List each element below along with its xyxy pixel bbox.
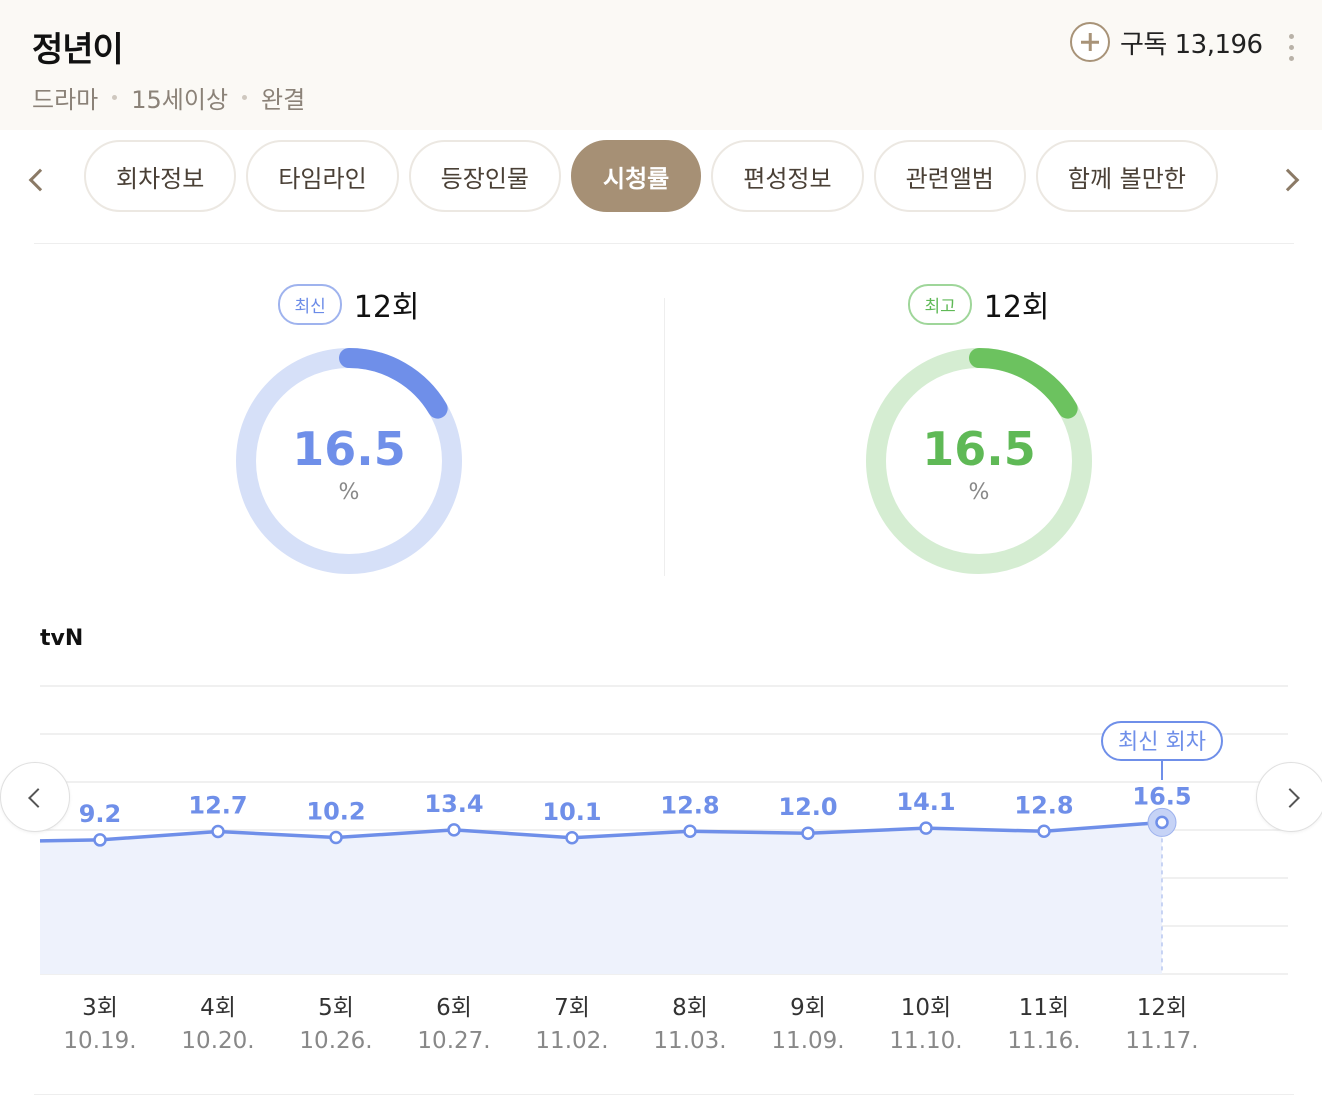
latest-callout-box bbox=[1101, 721, 1223, 761]
tab-item[interactable]: 함께 볼만한 bbox=[1035, 140, 1218, 212]
status-label: 완결 bbox=[261, 86, 306, 114]
x-tick-episode: 6회 bbox=[436, 995, 472, 1021]
best-rating-unit: % bbox=[968, 480, 990, 505]
data-point bbox=[211, 824, 225, 839]
x-tick-date: 11.10. bbox=[889, 1028, 962, 1054]
age-rating-label: 15세이상 bbox=[131, 86, 229, 114]
data-label: 12.8 bbox=[660, 791, 719, 819]
ring-progress bbox=[969, 348, 1078, 419]
latest-rating-value: 16.5 bbox=[292, 422, 406, 476]
x-tick-episode: 3회 bbox=[82, 995, 118, 1021]
ratings-line-chart: 최신 회차 9.2 3회 10.19. 12.7 4회 10.20. 10.2 5회 10.26.… bbox=[39, 685, 1288, 1054]
best-rating-ring bbox=[866, 348, 1092, 574]
program-meta: 드라마 15세이상 완결 bbox=[32, 80, 305, 115]
data-label: 10.2 bbox=[306, 798, 365, 826]
x-tick-episode: 10회 bbox=[901, 995, 951, 1021]
ring-progress bbox=[339, 348, 448, 419]
data-label: 14.1 bbox=[896, 788, 955, 816]
tab-item[interactable]: 관련앨범 bbox=[873, 140, 1026, 212]
program-title: 정년이 bbox=[32, 30, 124, 70]
x-tick-episode: 4회 bbox=[200, 995, 236, 1021]
x-tick-date: 11.17. bbox=[1125, 1028, 1198, 1054]
divider bbox=[664, 298, 665, 576]
latest-rating-ring bbox=[236, 348, 462, 574]
data-label: 10.1 bbox=[542, 798, 601, 826]
data-point bbox=[683, 824, 697, 839]
tab-item[interactable]: 타임라인 bbox=[246, 140, 399, 212]
program-header: 정년이 드라마 15세이상 완결 구독 13,196 bbox=[0, 0, 1322, 130]
data-point bbox=[447, 823, 461, 837]
data-point bbox=[329, 830, 343, 845]
x-tick-episode: 9회 bbox=[790, 995, 826, 1021]
subscribe-button[interactable]: 구독 13,196 bbox=[1070, 22, 1263, 62]
x-tick-date: 11.16. bbox=[1007, 1028, 1080, 1054]
meta-separator bbox=[112, 95, 118, 100]
data-point bbox=[919, 821, 933, 835]
meta-separator bbox=[242, 95, 248, 100]
latest-rating-card: 최신 12회 16.5 % bbox=[184, 282, 514, 574]
chart-area bbox=[40, 822, 1162, 974]
x-tick-date: 11.09. bbox=[771, 1028, 844, 1054]
x-tick-date: 10.26. bbox=[299, 1028, 372, 1054]
x-tick-episode: 12회 bbox=[1137, 995, 1187, 1021]
x-tick-episode: 8회 bbox=[672, 995, 708, 1021]
divider bbox=[34, 243, 1294, 244]
more-vertical-icon[interactable] bbox=[1284, 34, 1298, 64]
tab-item[interactable]: 회차정보 bbox=[84, 140, 237, 212]
data-label: 16.5 bbox=[1132, 782, 1191, 810]
data-label: 12.0 bbox=[778, 793, 837, 821]
latest-badge: 최신 bbox=[278, 283, 342, 325]
data-point bbox=[1155, 815, 1169, 830]
tab-item[interactable]: 시청률 bbox=[570, 140, 702, 212]
data-point bbox=[801, 826, 815, 840]
divider bbox=[34, 1094, 1294, 1095]
tab-bar: 회차정보 타임라인 등장인물 시청률 편성정보 관련앨범 함께 볼만한 bbox=[0, 140, 1322, 214]
channel-name: tvN bbox=[40, 626, 84, 651]
best-rating-card: 최고 12회 16.5 % bbox=[814, 282, 1144, 574]
tabs-prev-arrow-icon[interactable] bbox=[28, 168, 52, 192]
tabs-next-arrow-icon[interactable] bbox=[1276, 168, 1300, 192]
data-label: 12.8 bbox=[1014, 791, 1073, 819]
x-tick-episode: 5회 bbox=[318, 995, 354, 1021]
data-point bbox=[93, 833, 107, 847]
x-tick-episode: 7회 bbox=[554, 995, 590, 1021]
latest-callout-label: 최신 회차 bbox=[1118, 730, 1206, 755]
data-label: 12.7 bbox=[188, 792, 247, 820]
tab-list: 회차정보 타임라인 등장인물 시청률 편성정보 관련앨범 함께 볼만한 bbox=[84, 140, 1244, 214]
plus-icon bbox=[1070, 22, 1110, 62]
chart-prev-button[interactable] bbox=[0, 762, 70, 832]
best-episode: 12회 bbox=[983, 290, 1050, 325]
latest-rating-unit: % bbox=[338, 480, 360, 505]
data-label: 13.4 bbox=[424, 790, 483, 818]
x-tick-date: 11.03. bbox=[653, 1028, 726, 1054]
subscribe-count: 구독 13,196 bbox=[1120, 29, 1263, 60]
best-rating-value: 16.5 bbox=[922, 422, 1036, 476]
best-badge: 최고 bbox=[908, 283, 972, 325]
chart-next-button[interactable] bbox=[1256, 762, 1322, 832]
x-tick-date: 10.27. bbox=[417, 1028, 490, 1054]
genre-label: 드라마 bbox=[32, 86, 99, 114]
x-tick-date: 10.19. bbox=[63, 1028, 136, 1054]
x-tick-date: 10.20. bbox=[181, 1028, 254, 1054]
x-tick-date: 11.02. bbox=[535, 1028, 608, 1054]
data-point bbox=[1037, 824, 1051, 839]
data-label: 9.2 bbox=[79, 800, 122, 828]
tab-item[interactable]: 편성정보 bbox=[711, 140, 864, 212]
tab-item[interactable]: 등장인물 bbox=[408, 140, 561, 212]
data-point bbox=[565, 831, 579, 845]
x-tick-episode: 11회 bbox=[1019, 995, 1069, 1021]
latest-episode: 12회 bbox=[353, 290, 420, 325]
